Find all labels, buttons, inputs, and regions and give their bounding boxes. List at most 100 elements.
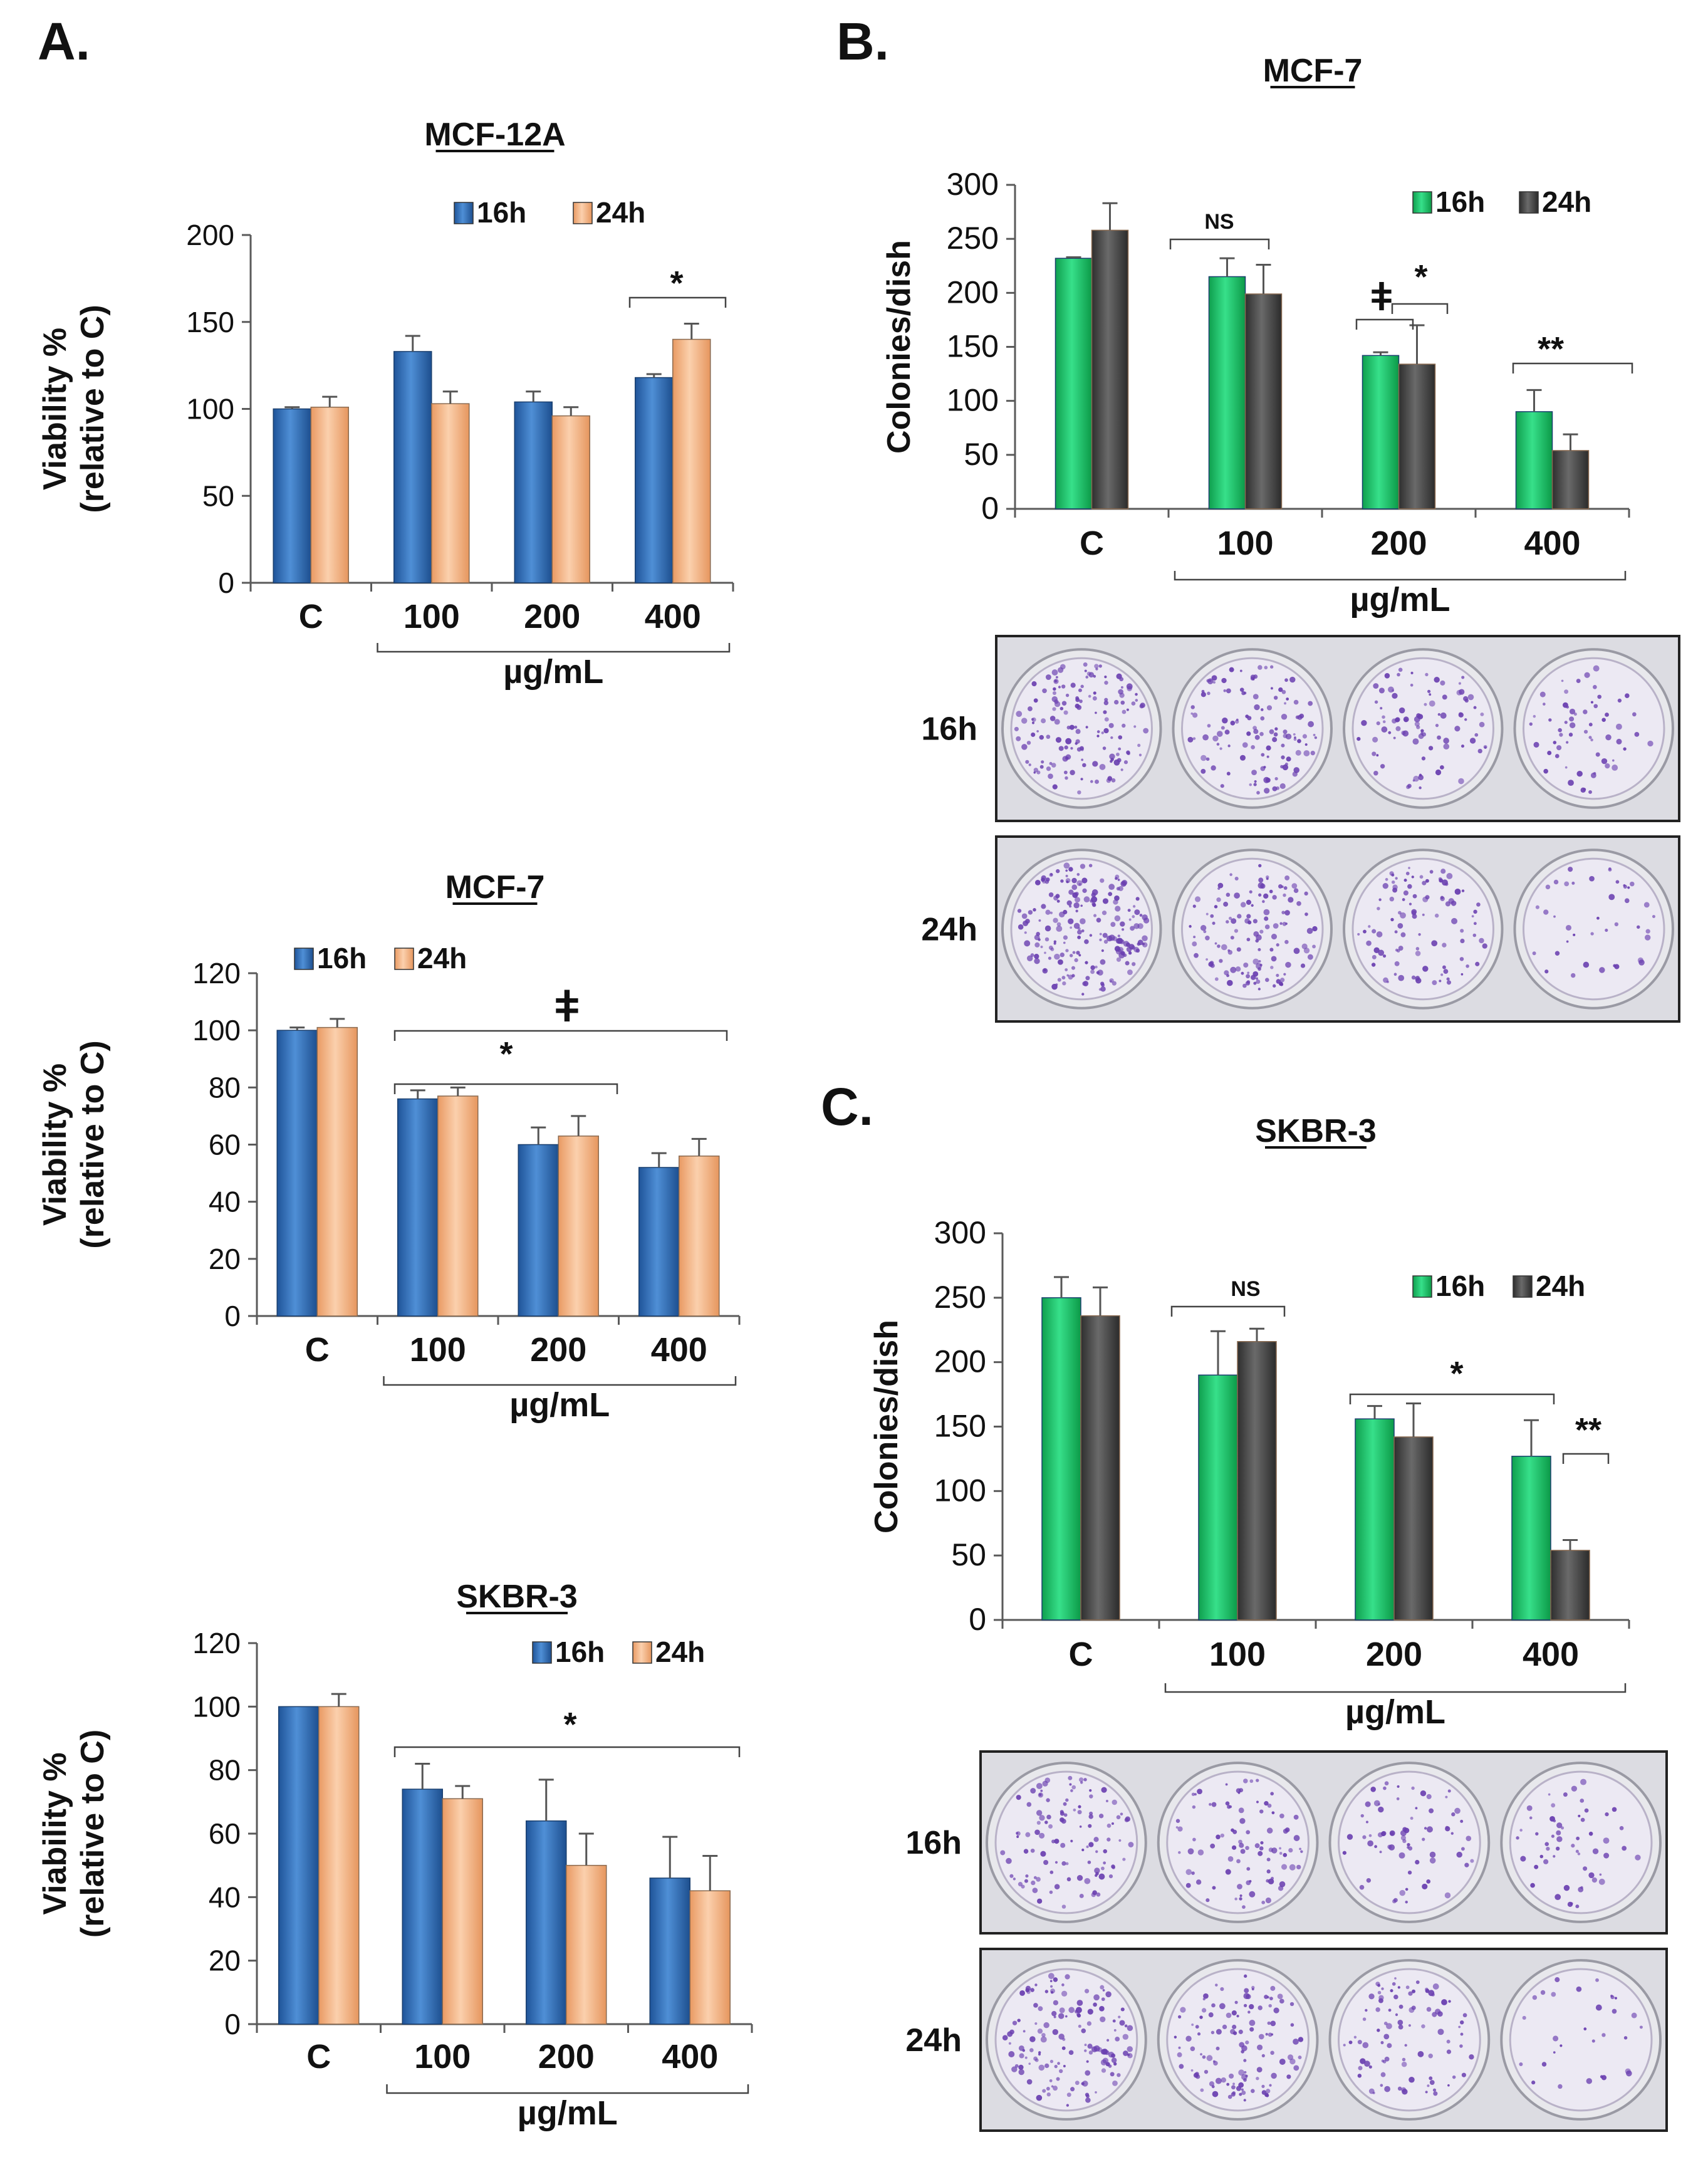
colony-dot [1078,954,1081,957]
colony-dot [1306,927,1313,934]
colony-dot [1584,672,1590,678]
colony-dot [1056,869,1060,874]
colony-dot [1221,726,1225,730]
colony-dot [1075,2010,1078,2013]
colony-dot [1615,723,1622,730]
colony-dot [1125,961,1130,966]
colony-dot [1056,925,1063,932]
colony-dot [1588,723,1593,727]
colony-dot [1235,966,1241,972]
colony-dot [1087,2008,1093,2015]
colony-dot [1412,894,1417,899]
colony-dot [1018,2069,1024,2076]
colony-dot [1039,734,1044,740]
colony-dot [1377,2029,1380,2032]
colony-dot [1249,1779,1254,1783]
colony-dot [1219,747,1222,750]
colony-dot [1046,2092,1051,2097]
colony-dot [1197,1849,1204,1856]
colony-dot [1258,960,1261,963]
y-tick-label: 200 [934,1344,986,1379]
y-tick-label: 40 [209,1881,241,1913]
colony-dot [1583,709,1588,714]
colony-dot [1647,740,1653,747]
colony-dot [1043,969,1046,972]
colony-dot [1044,951,1046,954]
colony-dot [1409,902,1412,906]
colony-dot [1042,1780,1048,1787]
y-tick-label: 120 [192,1627,241,1659]
colony-dot [1264,1800,1269,1806]
colony-dot [1042,688,1047,694]
colony-dot [1085,976,1090,981]
colony-dot [1407,884,1412,889]
colony-dot [1103,939,1108,944]
colony-dot [1065,776,1068,780]
colony-dot [1308,721,1315,728]
colony-dot [1239,1842,1244,1848]
colony-dot [1434,677,1440,683]
colony-dot [1475,961,1480,966]
y-axis-label-line1: Colonies/dish [868,1320,905,1533]
colony-dot [1643,902,1650,908]
colony-dot [1187,736,1194,743]
colony-dot [1107,1823,1112,1828]
colony-dot [1429,693,1432,696]
colony-dot [1117,934,1120,937]
colony-dot [1075,897,1081,903]
colony-dot [1412,1989,1416,1993]
colony-dot [1039,1793,1042,1797]
colony-dot [1236,947,1241,952]
colony-dot [1029,2048,1034,2052]
colony-dot [1122,880,1128,886]
colony-dot [1200,755,1207,761]
colony-dot [1054,679,1058,682]
colony-dot [1405,1888,1409,1891]
colony-dot [1227,2094,1232,2099]
colony-dot [1389,1830,1395,1836]
colony-dot [1238,1807,1244,1814]
colony-dot [1285,733,1292,740]
colony-dot [1282,764,1289,771]
colony-dot [1219,959,1223,963]
colony-dot [1053,2015,1056,2018]
colony-dot [1119,2020,1125,2026]
colony-dot [1377,907,1380,911]
colony-dot [1276,973,1279,977]
colony-dot [1114,946,1120,952]
colony-dot [1286,697,1289,701]
colony-dot [1295,749,1301,756]
colony-dot [1442,694,1447,700]
colony-dot [1393,736,1396,739]
colony-dot [1127,909,1131,912]
colony-dot [1249,1891,1256,1898]
bar-16h-C [1041,1297,1081,1621]
colony-dot [1482,943,1487,949]
colony-dot [1084,1877,1091,1884]
colony-dot [1074,958,1078,963]
colony-dot [1074,725,1078,729]
colony-dot [1099,2006,1105,2012]
colony-dot [1063,862,1070,869]
colony-dot [1429,1808,1434,1814]
colony-dot [1367,1840,1373,1847]
colony-dot [1044,937,1049,942]
colony-dot [1071,966,1076,970]
colony-dot [1034,1829,1040,1836]
colony-dot [1049,1980,1053,1983]
chart-title: MCF-12A [424,117,565,153]
colony-dot [1545,884,1551,890]
x-tick-label: C [1069,1636,1093,1673]
significance-bracket [628,296,727,308]
colony-dot [1378,1803,1380,1806]
colony-dot [1568,733,1573,737]
y-tick-label: 200 [947,274,999,310]
colony-dot [1243,691,1247,695]
colony-dot [1205,958,1208,961]
colony-dot [1564,689,1569,694]
colony-dot [1063,909,1068,915]
legend-swatch-16h [294,948,314,970]
colony-dot [1120,768,1123,771]
colony-dot [1378,949,1385,956]
colony-dot [1175,1826,1179,1829]
